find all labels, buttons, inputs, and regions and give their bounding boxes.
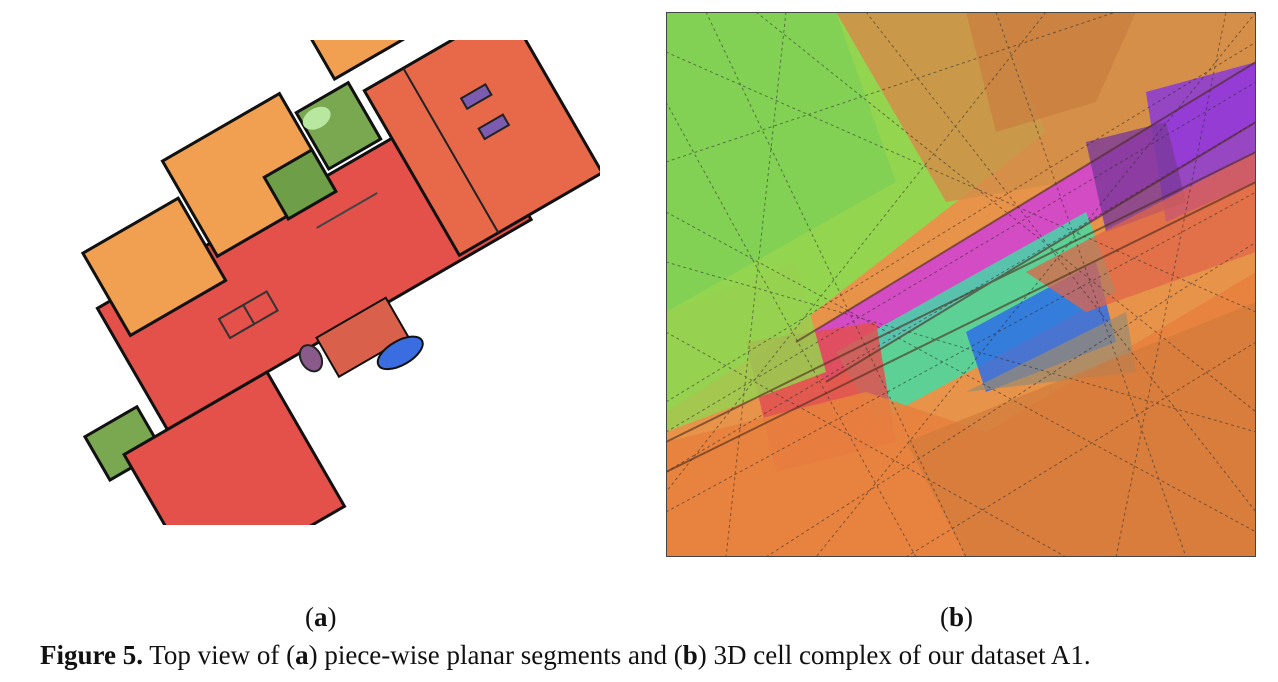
panel-b-cell-complex: [666, 12, 1256, 557]
segment-orange-room-1: [80, 196, 228, 338]
segment-green-room-1: [294, 80, 383, 172]
caption-ref-b: b: [682, 640, 698, 670]
panel-a-planar-segments: [55, 0, 605, 591]
label-a-close: ): [327, 602, 337, 632]
caption-text-3: ) 3D cell complex of our dataset A1.: [697, 640, 1091, 670]
caption-text-2: ) piece-wise planar segments and (: [308, 640, 683, 670]
caption-text-1: Top view of (: [143, 640, 296, 670]
label-a-letter: a: [314, 602, 328, 632]
subfigure-label-a: (a): [305, 600, 337, 634]
segment-bottom-protrusion: [315, 296, 410, 379]
segment-purple-1: [459, 82, 493, 111]
caption-ref-a: a: [295, 640, 309, 670]
label-b-open: (: [940, 602, 949, 632]
segment-orange-room-2: [160, 91, 337, 259]
caption-figure-number: Figure 5.: [40, 640, 143, 670]
planar-segments-image: [80, 0, 605, 591]
segment-purple-2: [477, 113, 511, 141]
label-b-letter: b: [949, 602, 965, 632]
label-b-close: ): [964, 602, 974, 632]
segment-blue-stair: [376, 335, 424, 371]
cell-complex-image: [666, 12, 1256, 557]
subfigure-label-b: (b): [940, 600, 973, 634]
label-a-open: (: [305, 602, 314, 632]
segment-green-room-2: [262, 147, 338, 221]
figure-caption: Figure 5. Top view of (a) piece-wise pla…: [40, 638, 1270, 672]
